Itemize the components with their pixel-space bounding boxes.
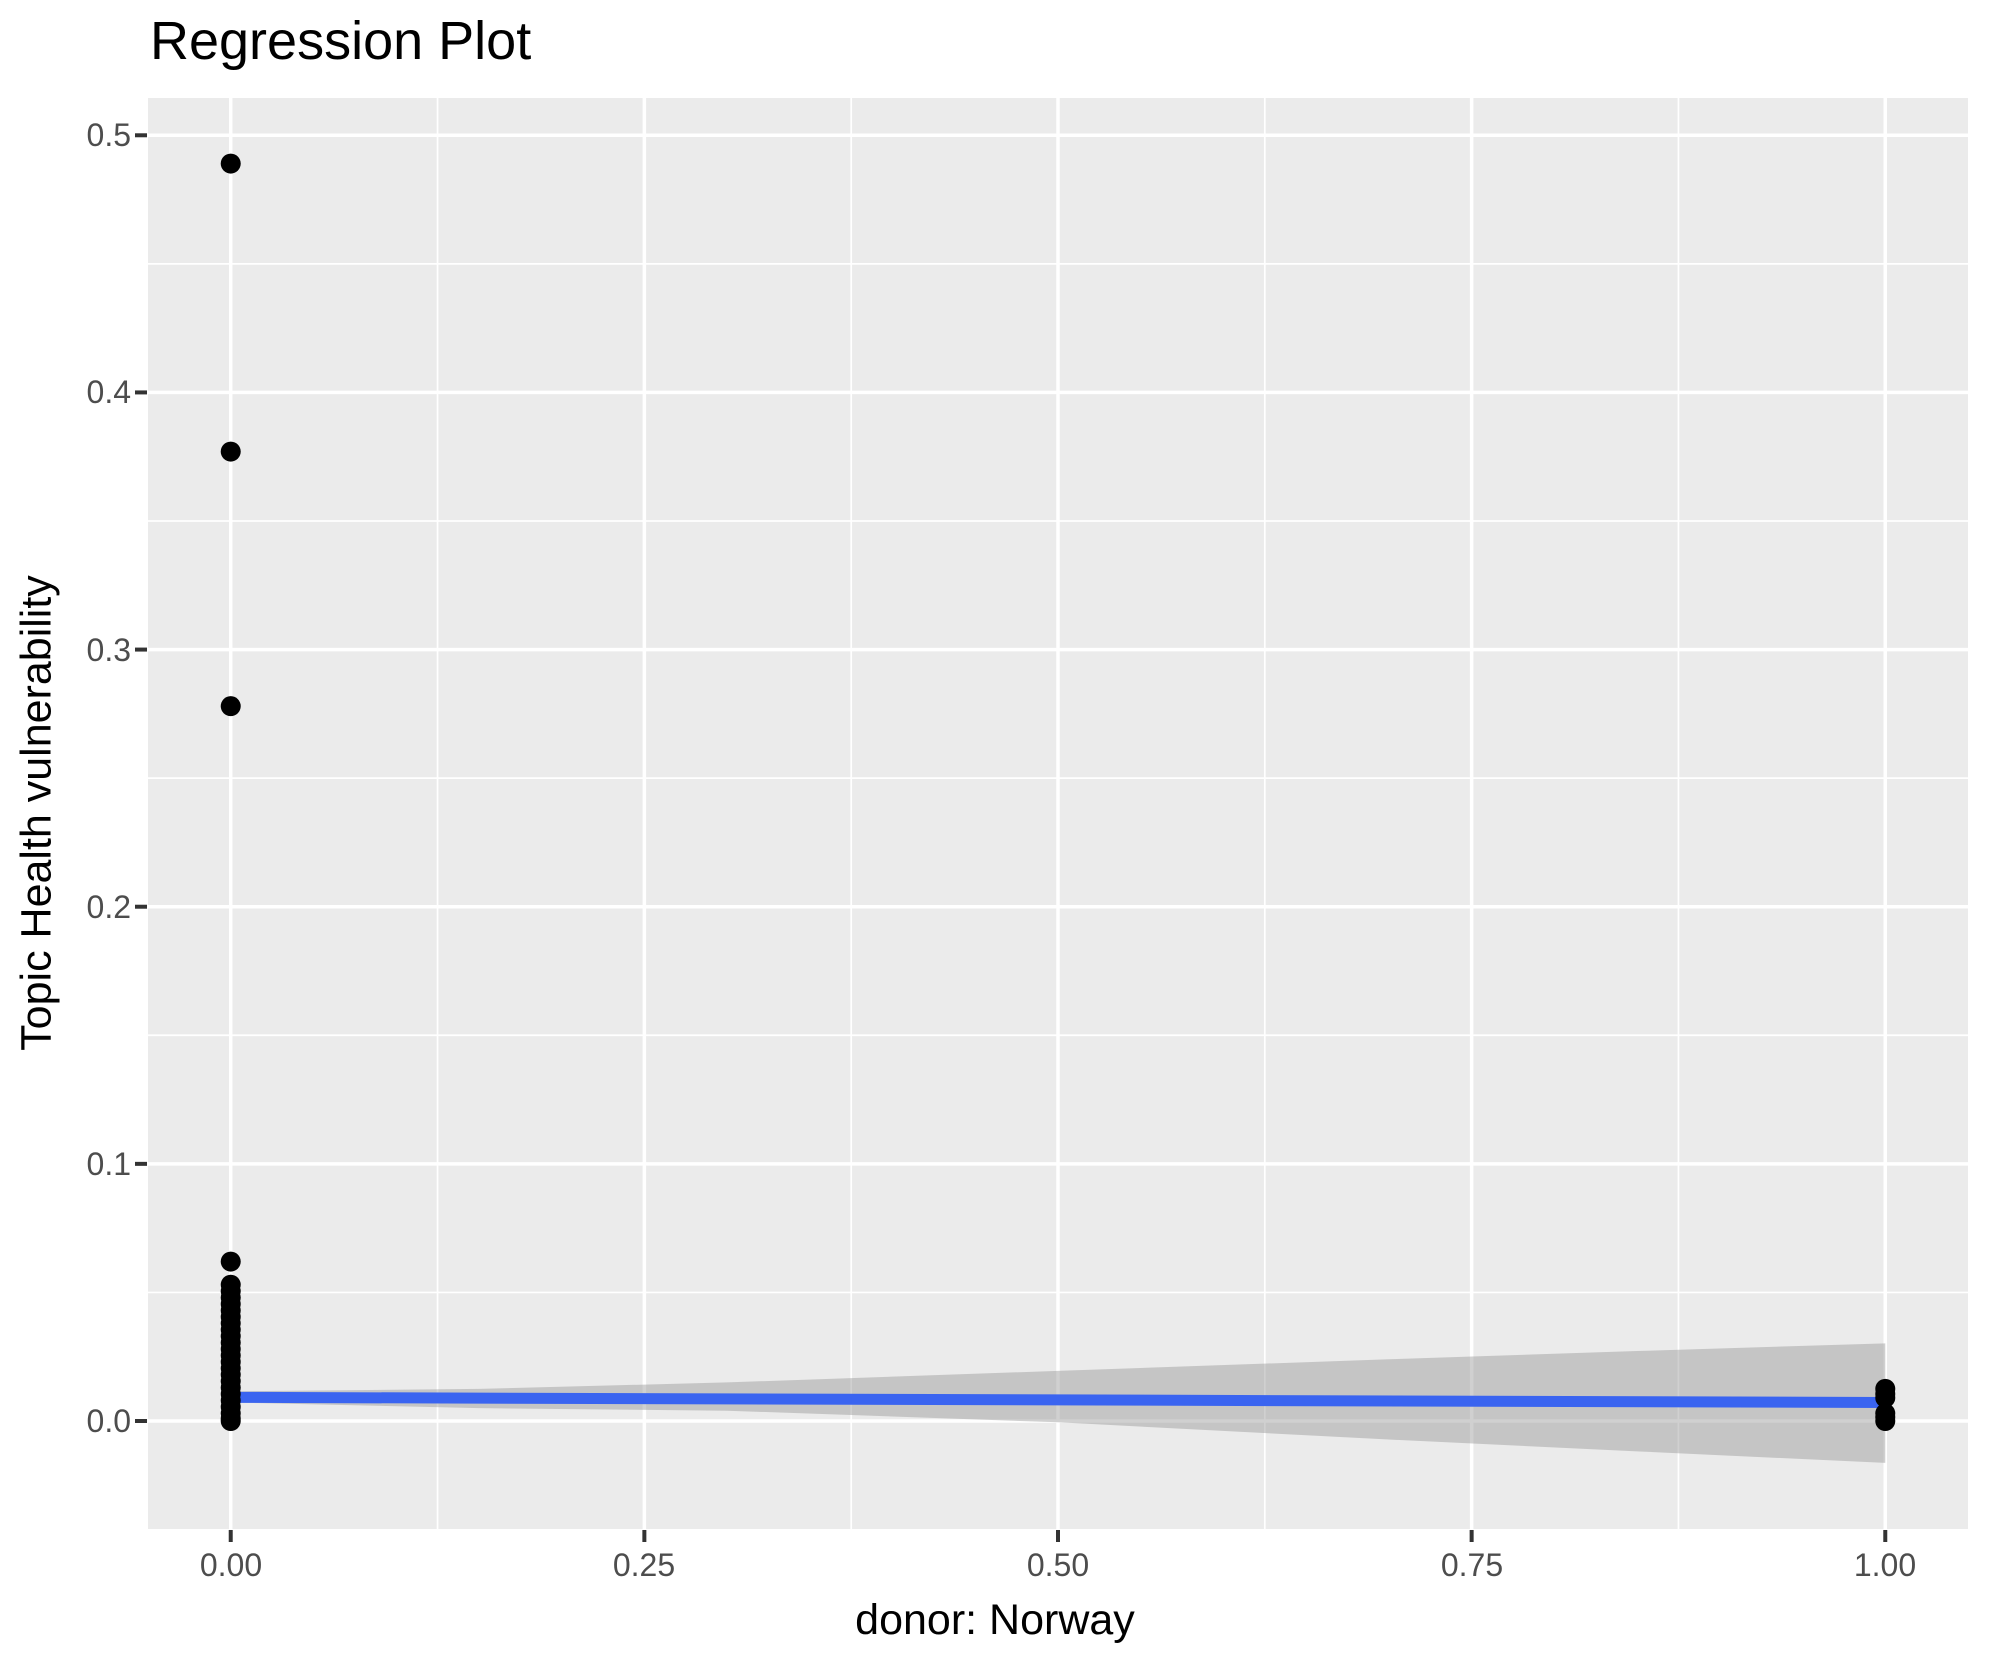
y-tick-label: 0.5 <box>86 117 131 153</box>
x-tick-label: 0.75 <box>1440 1547 1504 1583</box>
y-tick-label: 0.0 <box>86 1403 131 1439</box>
data-point-outlier <box>220 696 241 717</box>
x-tick-label: 0.25 <box>612 1547 676 1583</box>
y-tick-label: 0.2 <box>86 889 131 925</box>
data-point <box>1875 1411 1896 1431</box>
y-tick-label: 0.4 <box>86 374 131 410</box>
plot-title: Regression Plot <box>150 11 532 71</box>
x-tick-label: 0.00 <box>199 1547 263 1583</box>
data-point <box>220 1411 241 1431</box>
y-tick-label: 0.1 <box>86 1146 131 1182</box>
data-point-outlier <box>220 153 241 174</box>
x-tick-label: 1.00 <box>1853 1547 1917 1583</box>
y-tick-label: 0.3 <box>86 632 131 668</box>
x-axis-title: donor: Norway <box>0 1596 1990 1645</box>
data-point <box>220 1251 241 1272</box>
data-point <box>1875 1387 1896 1408</box>
x-axis-title-text: donor: Norway <box>855 1596 1135 1644</box>
regression-line <box>230 1391 1886 1408</box>
x-tick-label: 0.50 <box>1026 1547 1090 1583</box>
data-point-outlier <box>220 441 241 462</box>
